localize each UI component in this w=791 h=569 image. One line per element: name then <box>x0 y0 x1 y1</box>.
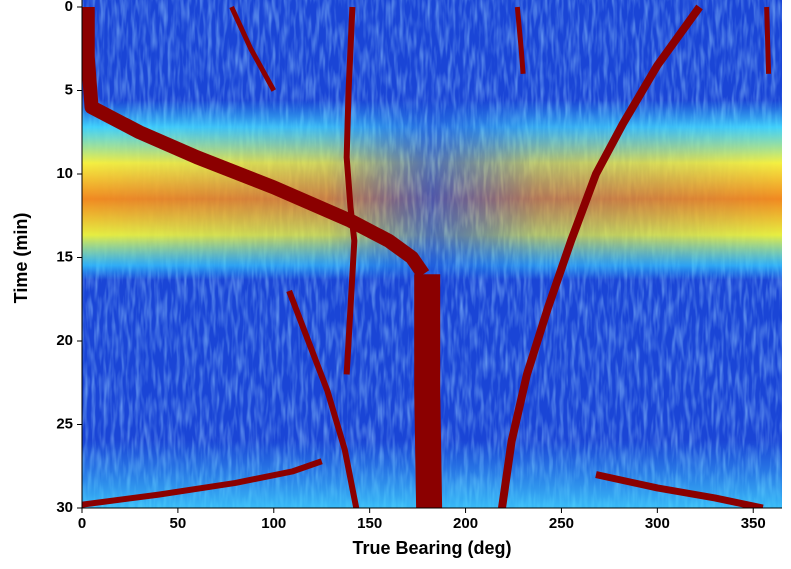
x-tick-label: 300 <box>645 515 670 532</box>
track <box>764 6 772 74</box>
x-tick-label: 100 <box>261 515 286 532</box>
y-tick-label: 30 <box>56 499 73 516</box>
y-tick-label: 25 <box>56 415 73 432</box>
track <box>82 458 323 508</box>
x-axis-title: True Bearing (deg) <box>352 538 511 558</box>
track <box>82 7 430 279</box>
track <box>286 289 360 508</box>
track <box>498 4 703 508</box>
x-tick-label: 200 <box>453 515 478 532</box>
x-tick-label: 350 <box>741 515 766 532</box>
x-tick-label: 150 <box>357 515 382 532</box>
track <box>414 274 443 508</box>
x-tick-label: 250 <box>549 515 574 532</box>
track <box>343 6 358 375</box>
x-tick-label: 0 <box>78 515 86 532</box>
track <box>229 5 276 92</box>
track <box>595 471 764 508</box>
track <box>514 6 526 74</box>
y-tick-label: 10 <box>56 165 73 182</box>
y-axis-title: Time (min) <box>11 213 31 304</box>
y-tick-label: 5 <box>65 81 73 98</box>
x-tick-label: 50 <box>170 515 187 532</box>
y-tick-label: 15 <box>56 248 73 265</box>
y-tick-label: 20 <box>56 332 73 349</box>
y-tick-label: 0 <box>65 0 73 15</box>
heatmap <box>82 0 782 508</box>
